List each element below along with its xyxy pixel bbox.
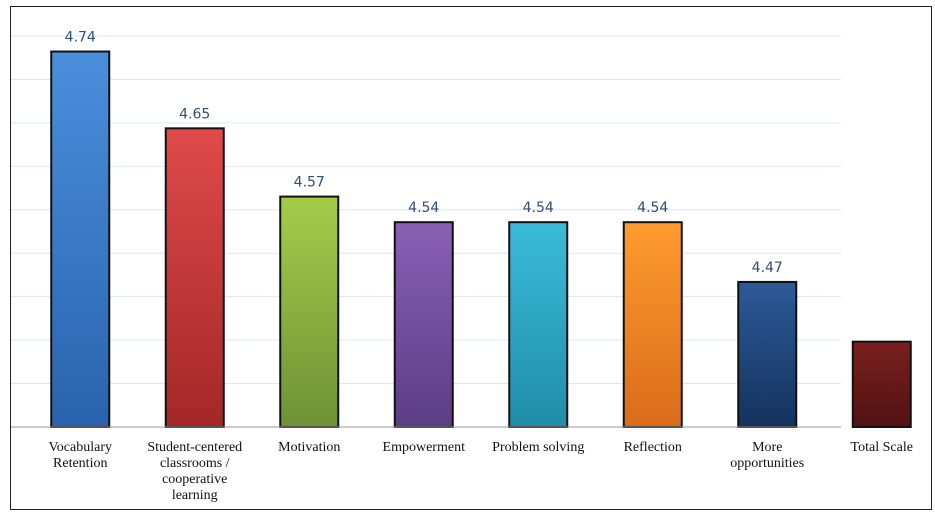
category-label-1: Student-centered classrooms / cooperative l… [147,440,242,503]
bar-6 [737,280,798,428]
bar-0 [50,50,111,429]
value-label-2: 4.57 [294,175,325,191]
bar-1 [164,127,225,428]
value-label-6: 4.47 [752,260,783,276]
category-label-2: Motivation [278,440,340,455]
bar-3 [393,221,454,428]
value-label-0: 4.74 [65,30,96,46]
category-label-4: Problem solving [492,440,584,455]
bar-2 [279,195,340,428]
value-label-4: 4.54 [523,200,554,216]
bar-5 [622,221,683,428]
bar-chart: 4.74 4.65 4.57 4.54 4.54 4.54 4.47 Vocabulary R… [11,30,913,503]
bar-7 [851,340,912,428]
value-label-3: 4.54 [408,200,439,216]
value-label-1: 4.65 [179,106,210,122]
value-labels: 4.74 4.65 4.57 4.54 4.54 4.54 4.47 [65,30,783,276]
category-label-7: Total Scale [851,440,913,455]
category-label-5: Reflection [624,440,682,455]
category-labels: Vocabulary Retention Student-centered class… [49,440,913,503]
bar-4 [508,221,569,428]
category-label-6: More opportunities [730,440,804,471]
category-label-3: Empowerment [383,440,466,455]
value-label-5: 4.54 [637,200,668,216]
category-label-0: Vocabulary Retention [49,440,113,471]
chart-frame: 4.74 4.65 4.57 4.54 4.54 4.54 4.47 Vocabulary R… [10,6,932,510]
